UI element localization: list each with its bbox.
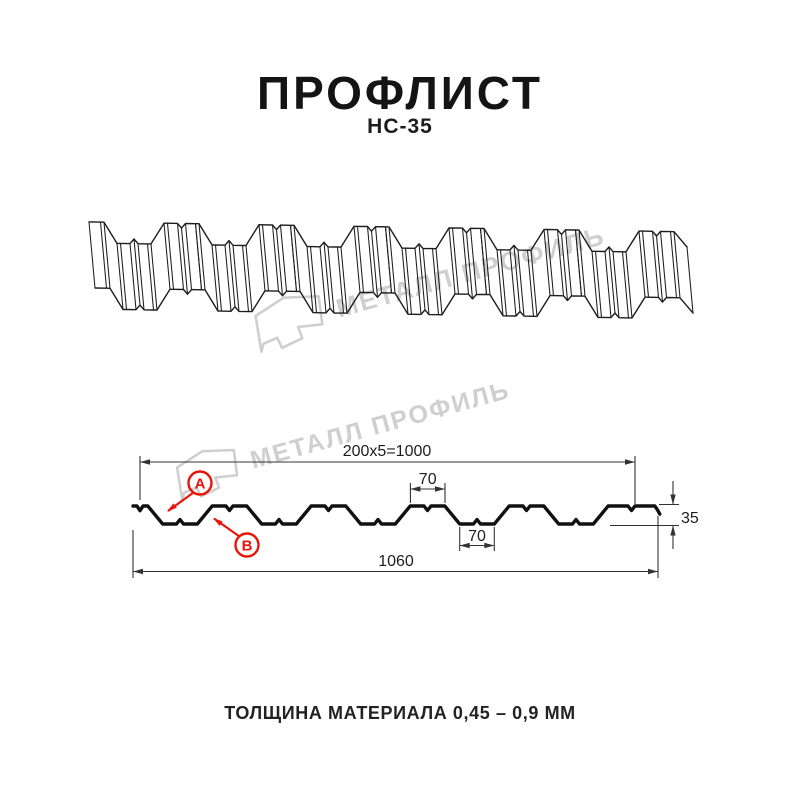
dim-total-width-label: 1060 [378, 553, 414, 570]
dim-pitch-label: 200x5=1000 [343, 443, 432, 460]
profile-3d-drawing [88, 221, 694, 319]
dim-valley-width-label: 70 [468, 528, 486, 545]
dim-crest-width-label: 70 [419, 471, 437, 488]
profile-section-drawing [131, 504, 662, 526]
dimension-lines [132, 456, 679, 578]
page-title: ПРОФЛИСТ [257, 67, 543, 119]
page-subtitle: НС-35 [367, 115, 433, 138]
watermark-section: МЕТАЛЛ ПРОФИЛЬ [165, 365, 516, 507]
watermark-3d: МЕТАЛЛ ПРОФИЛЬ [243, 209, 612, 359]
callout-a-label: А [195, 476, 206, 493]
callout-b-label: В [242, 538, 253, 555]
thickness-note: ТОЛЩИНА МАТЕРИАЛА 0,45 – 0,9 ММ [224, 703, 576, 723]
metall-profil-logo-icon [175, 448, 239, 502]
metall-profil-logo-icon [254, 295, 324, 353]
red-callouts [167, 470, 260, 558]
dim-height-label: 35 [681, 510, 699, 527]
